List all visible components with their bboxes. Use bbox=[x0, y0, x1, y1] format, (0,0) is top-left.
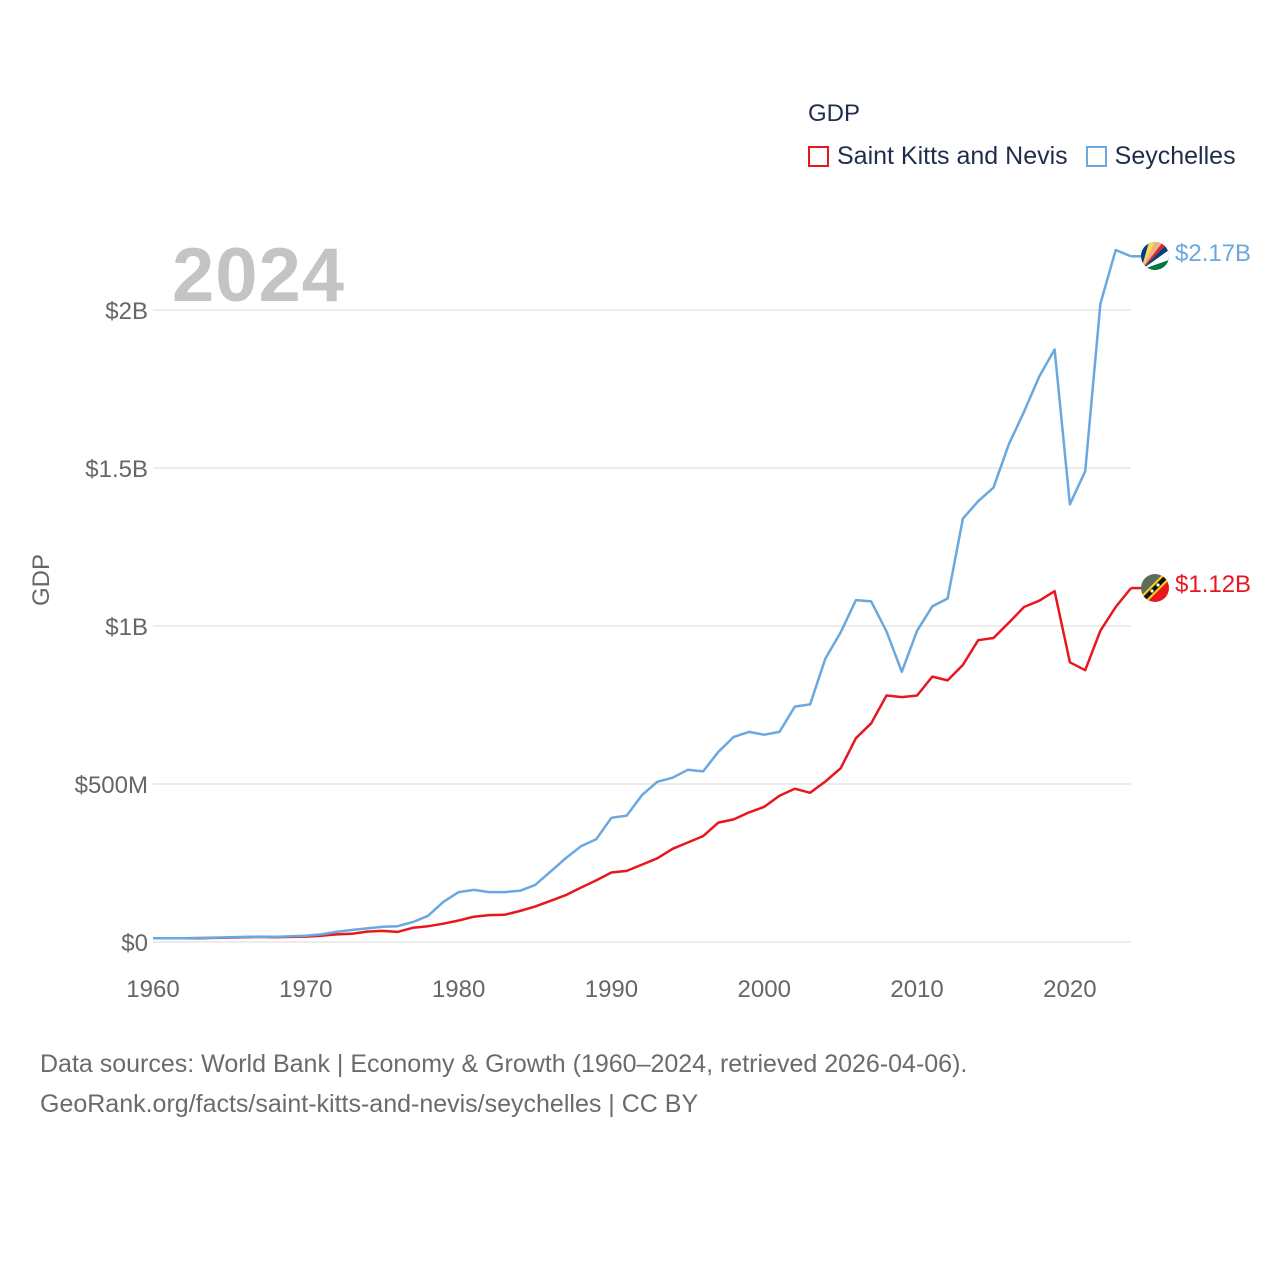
x-tick-label: 2010 bbox=[890, 976, 943, 1003]
series-line-saint-kitts[interactable] bbox=[153, 587, 1132, 940]
y-tick-label: $1.5B bbox=[85, 456, 148, 483]
saint-kitts-flag-icon bbox=[1141, 574, 1169, 602]
y-axis-label: GDP bbox=[28, 553, 55, 607]
legend-item-seychelles[interactable]: Seychelles bbox=[1085, 142, 1236, 171]
series-lines bbox=[153, 248, 1142, 940]
y-tick-label: $2B bbox=[105, 298, 148, 325]
gridlines bbox=[153, 309, 1131, 943]
legend: Saint Kitts and Nevis Seychelles bbox=[808, 142, 1254, 171]
x-tick-label: 1960 bbox=[126, 976, 179, 1003]
x-tick-label: 1970 bbox=[279, 976, 332, 1003]
legend-swatch-seychelles bbox=[1085, 146, 1107, 167]
x-tick-label: 2000 bbox=[738, 976, 791, 1003]
x-tick-label: 1990 bbox=[585, 976, 638, 1003]
x-tick-label: 1980 bbox=[432, 976, 485, 1003]
legend-item-saint-kitts[interactable]: Saint Kitts and Nevis bbox=[808, 142, 1068, 171]
legend-title: GDP bbox=[808, 100, 861, 127]
source-line-1: Data sources: World Bank | Economy & Gro… bbox=[40, 1050, 968, 1078]
y-tick-label: $1B bbox=[105, 614, 148, 641]
legend-swatch-saint-kitts bbox=[808, 146, 829, 167]
end-label-seychelles: $2.17B bbox=[1175, 240, 1252, 267]
source-line-2[interactable]: GeoRank.org/facts/saint-kitts-and-nevis/… bbox=[40, 1090, 699, 1118]
y-axis-ticks: $0 $500M $1B $1.5B $2B bbox=[75, 298, 148, 957]
legend-label-seychelles: Seychelles bbox=[1114, 142, 1236, 170]
y-tick-label: $500M bbox=[75, 772, 148, 799]
x-axis-ticks: 1960 1970 1980 1990 2000 2010 2020 bbox=[126, 976, 1096, 1003]
end-label-saint-kitts: $1.12B bbox=[1175, 571, 1252, 598]
x-tick-label: 2020 bbox=[1043, 976, 1096, 1003]
series-line-seychelles[interactable] bbox=[153, 248, 1132, 940]
source-note: Data sources: World Bank | Economy & Gro… bbox=[40, 1044, 967, 1124]
legend-label-saint-kitts: Saint Kitts and Nevis bbox=[837, 142, 1068, 170]
y-tick-label: $0 bbox=[121, 930, 148, 957]
year-display: 2024 bbox=[172, 233, 346, 318]
seychelles-flag-icon bbox=[1141, 242, 1169, 270]
